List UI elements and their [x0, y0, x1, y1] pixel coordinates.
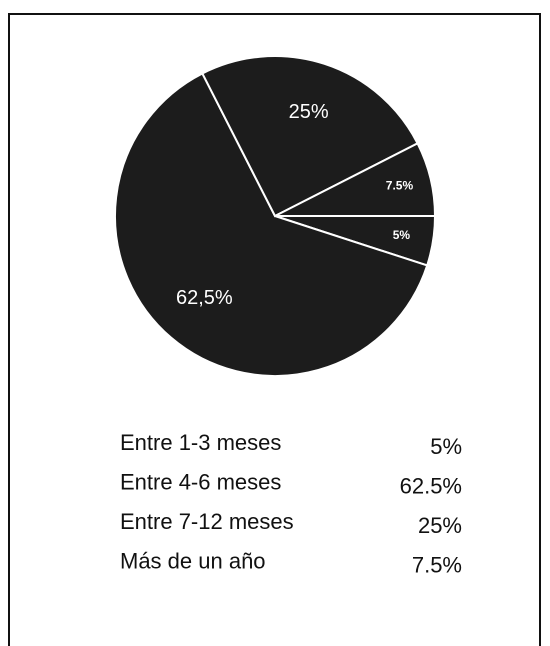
legend-label: Entre 4-6 meses [120, 469, 281, 494]
slice-label: 5% [393, 228, 411, 242]
legend-value: 62.5% [400, 473, 462, 498]
slice-label: 62,5% [176, 287, 233, 309]
legend-value: 7.5% [412, 552, 462, 577]
pie-slice [274, 142, 437, 217]
frame [8, 13, 541, 646]
slice-label: 7.5% [386, 178, 414, 192]
legend-value: 25% [418, 513, 462, 538]
pie-slice [201, 55, 419, 218]
legend-label: Entre 1-3 meses [120, 430, 281, 455]
legend-value: 5% [430, 434, 462, 459]
pie-slice [114, 72, 429, 377]
legend-label: Más de un año [120, 548, 266, 573]
slice-label: 25% [289, 101, 329, 123]
legend-label: Entre 7-12 meses [120, 509, 294, 534]
